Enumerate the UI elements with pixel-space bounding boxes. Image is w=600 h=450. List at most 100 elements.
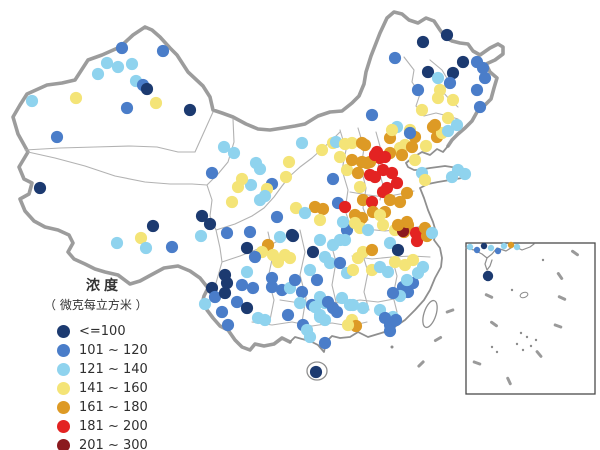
station-dot [383,236,397,250]
station-dots-layer [25,28,492,379]
legend-item-5: 181 ~ 200 [57,417,194,436]
legend-subtitle: （ 微克每立方米 ） [44,298,148,312]
sea-dash-marks [390,308,455,368]
legend-item-4: 161 ~ 180 [57,398,194,417]
legend-swatch [57,382,70,395]
legend-item-6: 201 ~ 300 [57,436,194,450]
station-dot [227,146,241,160]
station-dot [120,101,134,115]
station-dot [235,278,249,292]
legend-swatch [57,344,70,357]
station-dot [198,297,212,311]
station-dot [458,167,472,181]
station-dot [313,233,327,247]
station-dot [338,233,352,247]
legend-item-0: <=100 [57,322,194,341]
station-dot [91,67,105,81]
station-dot [310,273,324,287]
taiwan-island [422,299,438,329]
station-dot [295,136,309,150]
station-dot [282,155,296,169]
station-dot [50,130,64,144]
station-dot [318,313,332,327]
station-dot [330,305,344,319]
station-dot [165,240,179,254]
station-dot [69,91,83,105]
station-dot [480,242,488,250]
station-dot [110,236,124,250]
station-dot [33,181,47,195]
station-dot [365,195,379,209]
station-dot [183,103,197,117]
station-dot [391,218,405,232]
station-dot [376,218,390,232]
station-dot [378,150,392,164]
station-dot [253,193,267,207]
legend-title: 浓度 [86,278,122,294]
station-dot [248,250,262,264]
station-dot [205,166,219,180]
station-dot [288,273,302,287]
legend-swatch [57,401,70,414]
legend: 浓度 （ 微克每立方米 ） <=100 101 ~ 120 121 ~ 140 141… [44,275,194,450]
station-dot [398,258,412,272]
station-dot [333,150,347,164]
station-dot [441,124,455,138]
station-dot [446,93,460,107]
station-dot [365,243,379,257]
legend-item-1: 101 ~ 120 [57,341,194,360]
station-dot [476,61,490,75]
station-dot [318,336,332,350]
station-dot [473,100,487,114]
legend-items: <=100 101 ~ 120 121 ~ 140 141 ~ 160 161 ~ 18… [44,322,194,450]
station-dot [500,242,508,250]
inset-leizhou-peninsula [484,257,493,271]
station-dot [125,57,139,71]
station-dot [244,178,258,192]
station-dot [309,365,323,379]
station-dot [220,276,234,290]
station-dot [321,295,335,309]
station-dot [373,208,387,222]
station-dot [425,226,439,240]
station-dot [338,200,352,214]
station-dot [466,243,474,251]
station-dot [203,217,217,231]
station-dot [346,298,360,312]
station-dot [410,234,424,248]
legend-label: 201 ~ 300 [79,438,148,450]
station-dot [240,301,254,315]
station-dot [285,228,299,242]
station-dot [478,71,492,85]
station-dot [403,126,417,140]
station-dot [316,202,330,216]
station-dot [281,308,295,322]
station-dot [418,173,432,187]
station-dot [473,246,481,254]
station-dot [306,245,320,259]
station-dot [365,108,379,122]
legend-swatch [57,420,70,433]
station-dot [340,163,354,177]
station-dot [443,76,457,90]
station-dot [416,260,430,274]
station-dot [390,176,404,190]
legend-swatch [57,439,70,450]
station-dot [230,295,244,309]
station-dot [265,271,279,285]
station-dot [470,83,484,97]
station-dot [246,281,260,295]
station-dot [326,172,340,186]
station-dot [215,305,229,319]
station-dot [303,330,317,344]
station-dot [195,209,209,223]
station-dot [115,41,129,55]
station-dot [351,166,365,180]
station-dot [388,255,402,269]
station-dot [376,185,390,199]
station-dot [385,123,399,137]
station-dot [283,251,297,265]
station-dot [446,66,460,80]
station-dot [218,286,232,300]
